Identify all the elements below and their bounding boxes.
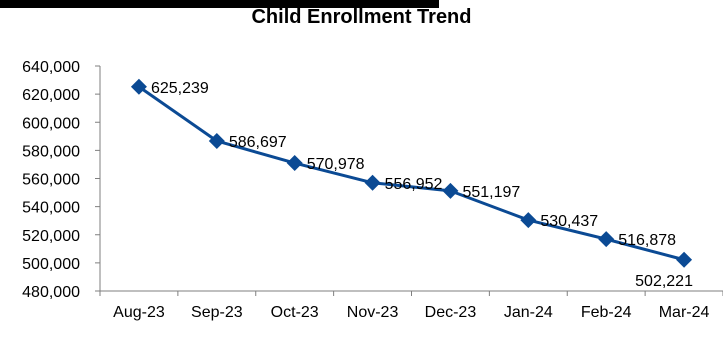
y-tick-label: 600,000 xyxy=(22,115,80,132)
data-label: 516,878 xyxy=(618,232,676,249)
data-label: 551,197 xyxy=(462,184,520,201)
data-label: 570,978 xyxy=(307,156,365,173)
x-tick-label: Aug-23 xyxy=(113,304,165,321)
top-rule xyxy=(0,0,439,8)
x-tick-label: Jan-24 xyxy=(504,304,553,321)
y-tick-label: 540,000 xyxy=(22,200,80,217)
chart-axes: 480,000 500,000 520,000 540,000 560,000 580,0… xyxy=(22,59,723,321)
data-label: 530,437 xyxy=(540,213,598,230)
x-tick-label: Feb-24 xyxy=(581,304,632,321)
data-point-marker xyxy=(676,251,693,268)
data-label: 502,221 xyxy=(635,273,693,290)
series-line xyxy=(138,85,685,262)
chart-data-labels: 625,239 586,697 570,978 556,952 551,197 530,4… xyxy=(151,80,693,290)
x-tick-label: Nov-23 xyxy=(347,304,399,321)
x-tick-label: Sep-23 xyxy=(191,304,243,321)
data-point-marker xyxy=(442,182,459,199)
x-tick-label: Dec-23 xyxy=(425,304,477,321)
x-tick-label: Oct-23 xyxy=(271,304,319,321)
y-tick-label: 480,000 xyxy=(22,284,80,301)
y-tick-label: 560,000 xyxy=(22,172,80,189)
data-point-marker xyxy=(598,231,615,248)
y-tick-label: 580,000 xyxy=(22,143,80,160)
data-point-marker xyxy=(286,155,303,172)
data-point-marker xyxy=(364,174,381,191)
data-point-marker xyxy=(208,132,225,149)
y-tick-label: 640,000 xyxy=(22,59,80,76)
data-label: 586,697 xyxy=(229,134,287,151)
y-tick-label: 520,000 xyxy=(22,228,80,245)
chart-title: Child Enrollment Trend xyxy=(251,6,472,28)
data-label: 556,952 xyxy=(385,176,443,193)
chart-series xyxy=(130,78,693,268)
x-tick-label: Mar-24 xyxy=(659,304,710,321)
y-tick-label: 500,000 xyxy=(22,256,80,273)
data-label: 625,239 xyxy=(151,80,209,97)
data-point-marker xyxy=(130,78,147,95)
y-tick-label: 620,000 xyxy=(22,87,80,104)
data-point-marker xyxy=(520,212,537,229)
